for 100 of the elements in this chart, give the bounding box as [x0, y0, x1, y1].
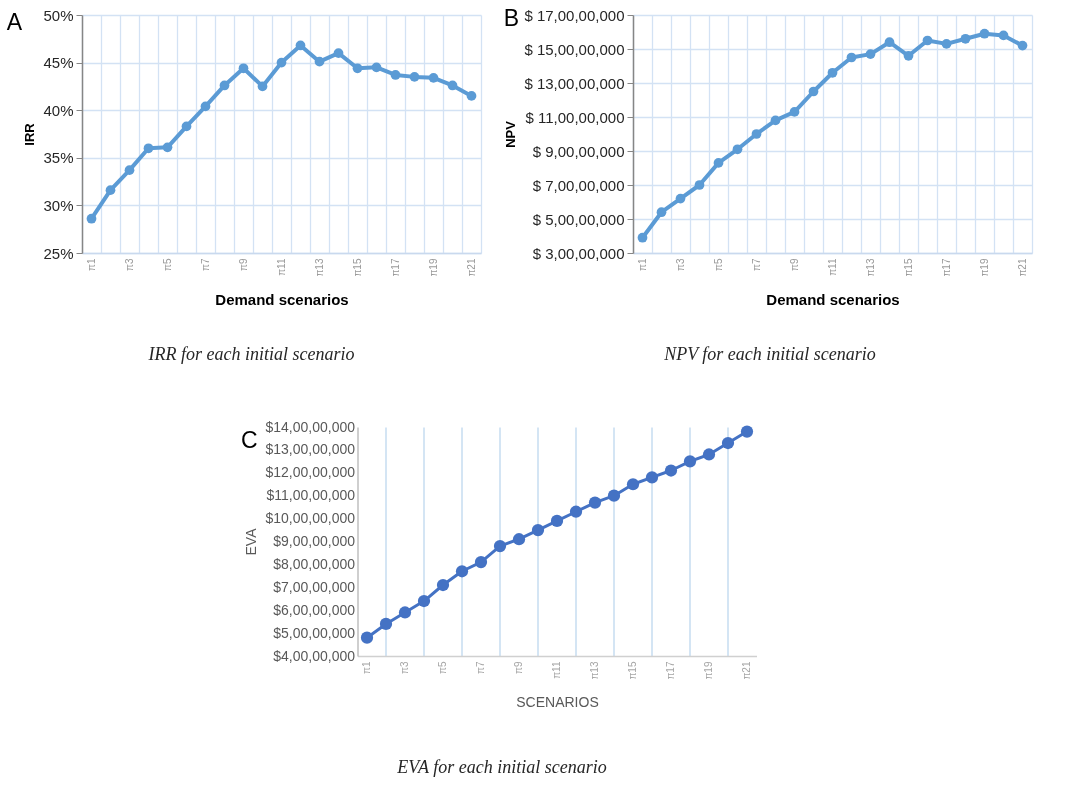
point	[656, 207, 667, 218]
x-tick-label: π7	[750, 258, 762, 271]
x-tick-label: π13	[864, 258, 876, 277]
y-tick-label: $11,00,00,000	[266, 487, 356, 504]
point	[1017, 40, 1028, 51]
y-tick-label: $12,00,00,000	[265, 464, 356, 481]
point	[493, 539, 507, 553]
point	[732, 144, 743, 155]
y-tick-label: $ 11,00,00,000	[525, 108, 625, 126]
point	[314, 56, 325, 67]
point	[637, 232, 648, 243]
point	[512, 533, 526, 546]
point	[770, 115, 781, 126]
point	[143, 143, 154, 154]
point	[455, 565, 469, 578]
point	[550, 514, 564, 527]
text: IRR for each initial scenario	[147, 344, 355, 364]
y-tick-label: $ 15,00,00,000	[524, 40, 625, 58]
point	[607, 489, 621, 502]
point	[200, 101, 211, 112]
point	[569, 505, 583, 518]
y-tick-label: $5,00,00,000	[273, 624, 356, 641]
point	[360, 631, 374, 644]
x-tick-label: π21	[465, 258, 477, 277]
x-tick-label: π5	[712, 258, 724, 271]
point	[998, 30, 1009, 41]
y-tick-label: 45%	[43, 54, 74, 72]
point	[740, 425, 754, 438]
x-tick-label: π7	[199, 258, 211, 271]
point	[721, 436, 735, 450]
y-tick-label: $ 13,00,00,000	[524, 74, 625, 92]
x-tick-label: π11	[551, 661, 562, 679]
y-axis-title: NPV	[503, 120, 519, 148]
x-tick-label: π21	[741, 661, 752, 680]
y-tick-label: $ 5,00,00,000	[532, 210, 625, 228]
point	[922, 35, 933, 46]
x-tick-label: π19	[978, 258, 990, 277]
y-tick-label: $ 7,00,00,000	[532, 176, 625, 194]
x-tick-label: π15	[627, 661, 638, 680]
point	[474, 556, 488, 569]
x-tick-label: π13	[313, 258, 325, 277]
x-tick-label: π1	[636, 258, 648, 271]
x-tick-label: π21	[1016, 258, 1028, 277]
y-tick-label: $8,00,00,000	[273, 555, 356, 572]
point	[789, 107, 800, 117]
y-tick-label: 25%	[43, 244, 74, 262]
point	[257, 81, 268, 92]
y-tick-label: $14,00,00,000	[265, 418, 356, 435]
x-tick-label: π9	[513, 661, 524, 674]
point	[865, 49, 876, 59]
point	[295, 40, 306, 51]
point	[238, 63, 249, 74]
x-tick-label: π3	[123, 258, 135, 271]
point	[588, 496, 602, 509]
x-tick-label: π3	[399, 661, 410, 674]
x-tick-label: π9	[237, 258, 249, 271]
x-tick-label: π17	[665, 661, 676, 680]
y-tick-label: $13,00,00,000	[265, 441, 356, 458]
point	[105, 185, 116, 196]
text: EVA for each initial scenario	[396, 757, 607, 777]
point	[702, 448, 716, 461]
point	[827, 67, 838, 78]
y-tick-label: $9,00,00,000	[273, 533, 356, 549]
x-tick-label: π19	[703, 661, 714, 680]
point	[808, 86, 819, 97]
text: NPV for each initial scenario	[663, 344, 876, 364]
point	[219, 80, 230, 91]
x-axis-title: Demand scenarios	[766, 290, 900, 308]
x-tick-label: π9	[788, 258, 800, 271]
point	[181, 121, 192, 132]
y-axis-title: EVA	[243, 527, 260, 556]
point	[417, 594, 431, 608]
y-tick-label: $4,00,00,000	[273, 647, 356, 664]
point	[713, 158, 724, 168]
point	[751, 129, 762, 139]
y-tick-label: $7,00,00,000	[273, 578, 356, 595]
point	[664, 464, 678, 477]
point	[884, 37, 895, 48]
point	[466, 91, 477, 101]
x-tick-label: π5	[161, 258, 173, 271]
point	[124, 165, 135, 176]
x-tick-label: π3	[674, 258, 686, 271]
y-axis-title: IRR	[22, 122, 38, 146]
point	[447, 80, 458, 91]
point	[398, 606, 412, 619]
point	[903, 50, 914, 61]
point	[531, 523, 545, 537]
x-tick-label: π17	[940, 258, 952, 277]
point	[379, 617, 393, 631]
point	[645, 471, 659, 484]
point	[352, 63, 363, 74]
point	[409, 72, 420, 82]
y-tick-label: 40%	[43, 101, 74, 119]
x-tick-label: π11	[275, 258, 287, 276]
point	[86, 213, 97, 224]
x-tick-label: π1	[361, 661, 372, 674]
point	[333, 48, 344, 58]
x-tick-label: π7	[475, 661, 486, 674]
x-axis-title: SCENARIOS	[516, 693, 599, 710]
x-tick-label: π1	[85, 258, 97, 271]
